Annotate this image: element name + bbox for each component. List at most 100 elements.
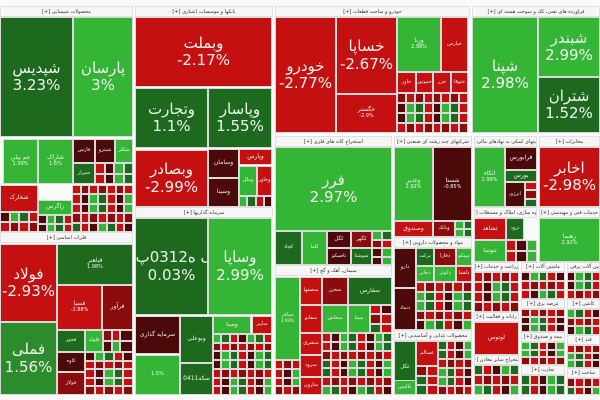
stock-tile[interactable]: فرآور [102, 285, 133, 330]
stock-tile-small[interactable] [113, 369, 124, 378]
stock-tile-small[interactable] [444, 301, 454, 311]
stock-tile-small[interactable] [529, 290, 539, 299]
stock-tile[interactable]: سصفها [300, 277, 322, 305]
stock-tile-small[interactable] [28, 212, 38, 222]
stock-tile-small[interactable] [339, 350, 349, 360]
stock-tile-small[interactable] [416, 282, 426, 292]
stock-tile-small[interactable] [38, 215, 47, 224]
stock-tile[interactable]: سخاش [322, 305, 348, 333]
stock-tile-small[interactable] [348, 359, 357, 369]
stock-tile[interactable]: شپترو [95, 139, 115, 163]
stock-tile-small[interactable] [423, 113, 433, 123]
stock-tile-small[interactable] [501, 282, 510, 292]
stock-tile-small[interactable] [98, 185, 107, 195]
stock-tile-small[interactable] [501, 365, 510, 375]
stock-tile-small[interactable] [463, 359, 472, 368]
stock-tile-small[interactable] [72, 213, 81, 223]
stock-tile-small[interactable] [510, 272, 519, 282]
stock-tile-small[interactable] [123, 369, 133, 378]
stock-tile-small[interactable] [538, 375, 548, 385]
stock-tile-small[interactable] [463, 368, 472, 377]
stock-tile-small[interactable] [525, 198, 537, 207]
stock-tile-small[interactable] [255, 360, 264, 369]
stock-tile[interactable]: ثرود [506, 218, 524, 240]
stock-tile-small[interactable] [414, 113, 424, 123]
stock-tile-small[interactable] [322, 333, 331, 342]
stock-tile-small[interactable] [238, 351, 247, 361]
stock-tile-small[interactable] [510, 292, 519, 302]
stock-tile[interactable]: بورس [505, 170, 537, 182]
stock-tile-small[interactable] [283, 377, 292, 387]
stock-tile-small[interactable] [357, 350, 366, 360]
stock-tile-small[interactable] [567, 352, 576, 361]
stock-tile-small[interactable] [521, 349, 530, 358]
stock-tile[interactable]: لوتوس [474, 322, 519, 355]
stock-tile-small[interactable] [474, 292, 483, 302]
stock-tile-small[interactable] [583, 309, 592, 318]
stock-tile-small[interactable] [414, 123, 424, 133]
stock-tile-small[interactable] [591, 317, 600, 327]
stock-tile-small[interactable] [506, 251, 517, 262]
stock-tile-small[interactable] [462, 301, 472, 311]
stock-tile-small[interactable] [450, 123, 460, 133]
stock-tile-small[interactable] [521, 316, 530, 325]
stock-tile-small[interactable] [123, 173, 133, 184]
stock-tile-small[interactable] [85, 352, 95, 361]
stock-tile-small[interactable] [104, 377, 114, 387]
stock-tile-small[interactable] [425, 301, 435, 311]
stock-tile-small[interactable] [124, 194, 133, 204]
stock-tile-small[interactable] [556, 281, 565, 290]
stock-tile-small[interactable] [80, 213, 90, 223]
stock-tile-small[interactable] [434, 291, 444, 302]
sector-header[interactable]: شرکتهای چند رشته ای صنعتی [+] [394, 136, 472, 147]
stock-tile-small[interactable] [221, 377, 230, 387]
stock-tile-small[interactable] [80, 222, 90, 232]
stock-tile-small[interactable] [521, 357, 530, 365]
stock-tile-small[interactable] [427, 385, 438, 395]
stock-tile[interactable]: سفانو [300, 305, 322, 333]
stock-tile[interactable]: کاما [302, 231, 327, 265]
stock-tile-small[interactable] [547, 290, 557, 299]
stock-tile-small[interactable] [85, 360, 95, 370]
stock-tile-small[interactable] [432, 113, 442, 123]
stock-tile[interactable]: وخاور [257, 166, 272, 196]
stock-tile-small[interactable] [432, 93, 442, 103]
stock-tile-small[interactable] [575, 378, 584, 387]
stock-tile-small[interactable] [446, 350, 455, 359]
stock-tile-small[interactable] [275, 386, 284, 395]
stock-tile-small[interactable] [106, 185, 116, 195]
stock-tile-small[interactable] [89, 213, 99, 223]
sector-header[interactable]: انبوه سازی، املاک و مستغلات [+] [474, 207, 537, 218]
stock-tile-small[interactable] [516, 240, 527, 251]
stock-tile-small[interactable] [374, 333, 384, 342]
stock-tile-small[interactable] [591, 378, 600, 387]
stock-tile-small[interactable] [104, 386, 114, 395]
stock-tile[interactable]: خموتور [416, 72, 433, 93]
stock-tile-small[interactable] [462, 282, 472, 292]
stock-tile-small[interactable] [474, 272, 483, 282]
stock-tile-small[interactable] [381, 314, 392, 324]
stock-tile-small[interactable] [506, 240, 517, 251]
stock-tile-small[interactable] [255, 351, 264, 361]
stock-tile-small[interactable] [104, 163, 114, 174]
stock-tile-small[interactable] [365, 368, 375, 378]
stock-tile-small[interactable] [538, 281, 548, 290]
stock-tile-small[interactable] [405, 123, 415, 133]
sector-header[interactable]: مخابرات [+] [539, 136, 600, 147]
stock-tile[interactable]: سک ه0312پ010.03% [135, 218, 208, 315]
stock-tile-small[interactable] [357, 377, 366, 387]
stock-tile-small[interactable] [263, 342, 272, 352]
stock-tile-small[interactable] [123, 377, 133, 387]
stock-tile-small[interactable] [538, 309, 548, 317]
stock-tile-small[interactable] [322, 377, 331, 387]
stock-tile-small[interactable] [501, 302, 510, 312]
stock-tile[interactable]: وبصادر -2.99% [135, 150, 208, 207]
stock-tile-small[interactable] [425, 320, 435, 330]
stock-tile-small[interactable] [521, 375, 530, 385]
stock-tile-small[interactable] [397, 103, 406, 113]
stock-tile-small[interactable] [104, 369, 114, 378]
stock-tile-small[interactable] [365, 341, 375, 351]
stock-tile-small[interactable] [510, 365, 519, 375]
stock-tile-small[interactable] [374, 377, 384, 387]
stock-tile-small[interactable] [330, 350, 340, 360]
